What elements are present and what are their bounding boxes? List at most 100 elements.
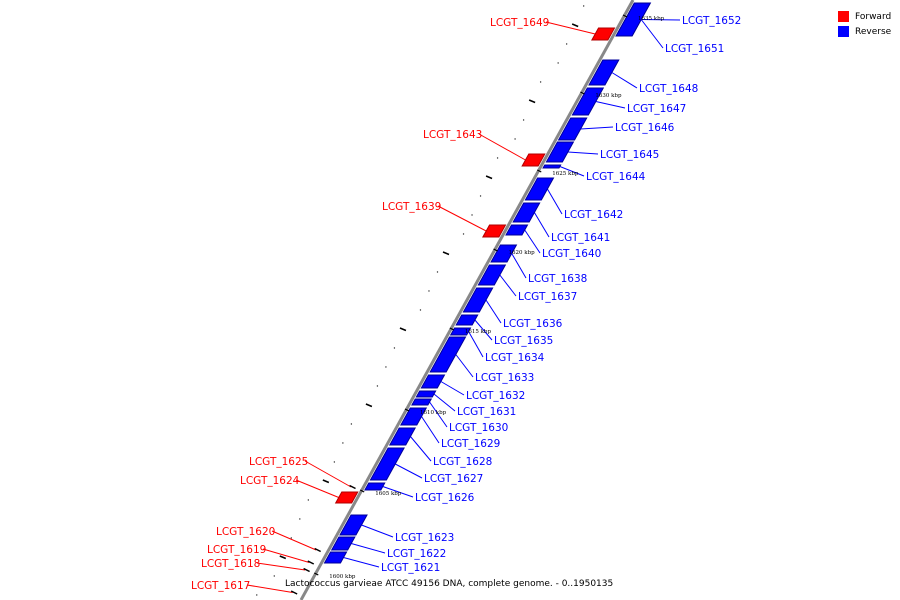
gene-block-lcgt_1619[interactable] bbox=[307, 560, 315, 565]
gene-block-lcgt_1647[interactable] bbox=[571, 87, 605, 116]
gene-label-lcgt_1641[interactable]: LCGT_1641 bbox=[551, 232, 610, 244]
leader-line-lcgt_1626 bbox=[382, 486, 414, 498]
gene-label-lcgt_1632[interactable]: LCGT_1632 bbox=[466, 390, 525, 402]
gene-block-lcgt_1621[interactable] bbox=[323, 551, 348, 564]
scale-tick-label: 1620 kbp bbox=[509, 250, 536, 256]
leader-line-lcgt_1618 bbox=[256, 562, 306, 571]
gene-block-lcgt_1638[interactable] bbox=[490, 244, 518, 263]
strand-legend: Forward Reverse bbox=[838, 9, 891, 39]
gene-block-lcgt_1618[interactable] bbox=[303, 567, 310, 573]
gene-block-lcgt_1648[interactable] bbox=[588, 59, 620, 86]
leader-line-lcgt_1644 bbox=[559, 166, 585, 177]
gene-block-lcgt_1620[interactable] bbox=[314, 547, 322, 553]
gene-block-lcgt_1637[interactable] bbox=[477, 264, 507, 286]
gene-label-lcgt_1642[interactable]: LCGT_1642 bbox=[564, 209, 623, 221]
gene-block-lcgt_1636[interactable] bbox=[462, 287, 494, 313]
gene-label-lcgt_1617[interactable]: LCGT_1617 bbox=[191, 580, 250, 592]
gene-block-lcgt_1625[interactable] bbox=[349, 484, 356, 490]
gene-block-lcgt_1634[interactable] bbox=[449, 327, 472, 336]
gene-label-lcgt_1648[interactable]: LCGT_1648 bbox=[639, 83, 698, 95]
gene-block-lcgt_1629[interactable] bbox=[399, 407, 428, 426]
gene-label-lcgt_1624[interactable]: LCGT_1624 bbox=[240, 475, 300, 487]
gene-block-lcgt_1639[interactable] bbox=[482, 224, 507, 238]
leader-line-lcgt_1635 bbox=[474, 319, 493, 341]
leader-line-lcgt_1637 bbox=[499, 274, 517, 297]
trail-mark bbox=[514, 138, 516, 140]
gene-block-lcgt_1622[interactable] bbox=[330, 536, 356, 551]
scale-tick-mark bbox=[580, 91, 585, 95]
gene-label-lcgt_1628[interactable]: LCGT_1628 bbox=[433, 456, 492, 468]
gene-label-lcgt_1640[interactable]: LCGT_1640 bbox=[542, 248, 601, 260]
trail-mark bbox=[307, 499, 310, 501]
gene-block-lcgt_1632[interactable] bbox=[420, 374, 446, 389]
gene-label-lcgt_1627[interactable]: LCGT_1627 bbox=[424, 473, 483, 485]
leader-line-lcgt_1642 bbox=[546, 188, 563, 215]
gene-label-lcgt_1635[interactable]: LCGT_1635 bbox=[494, 335, 553, 347]
gene-label-lcgt_1652[interactable]: LCGT_1652 bbox=[682, 15, 741, 27]
trail-mark bbox=[462, 233, 465, 235]
gene-block-lcgt_1645[interactable] bbox=[545, 141, 575, 163]
gene-block-lcgt_1642[interactable] bbox=[524, 177, 555, 201]
trail-mark bbox=[365, 403, 373, 408]
gene-block-lcgt_1644[interactable] bbox=[542, 164, 562, 169]
legend-reverse: Reverse bbox=[838, 24, 891, 39]
gene-label-lcgt_1643[interactable]: LCGT_1643 bbox=[423, 129, 482, 141]
scale-tick-label: 1625 kbp bbox=[552, 171, 579, 177]
trail-mark bbox=[428, 290, 430, 292]
gene-block-lcgt_1646[interactable] bbox=[557, 117, 588, 141]
gene-block-lcgt_1641[interactable] bbox=[512, 202, 541, 223]
leader-line-lcgt_1629 bbox=[421, 416, 440, 444]
gene-label-lcgt_1644[interactable]: LCGT_1644 bbox=[586, 171, 646, 183]
gene-block-lcgt_1643[interactable] bbox=[521, 153, 546, 167]
trail-mark bbox=[299, 518, 301, 520]
gene-label-lcgt_1651[interactable]: LCGT_1651 bbox=[665, 43, 724, 55]
gene-block-lcgt_1631[interactable] bbox=[415, 390, 437, 398]
gene-label-lcgt_1618[interactable]: LCGT_1618 bbox=[201, 558, 260, 570]
gene-label-lcgt_1638[interactable]: LCGT_1638 bbox=[528, 273, 587, 285]
trail-mark bbox=[350, 423, 353, 425]
gene-labels-layer: LCGT_1652 LCGT_1651 LCGT_1649 LCGT_1648 LCGT… bbox=[191, 15, 741, 592]
gene-blocks-layer bbox=[290, 2, 652, 595]
gene-block-lcgt_1628[interactable] bbox=[388, 427, 417, 446]
gene-label-lcgt_1645[interactable]: LCGT_1645 bbox=[600, 149, 659, 161]
leader-line-lcgt_1633 bbox=[455, 354, 474, 378]
gene-label-lcgt_1633[interactable]: LCGT_1633 bbox=[475, 372, 534, 384]
gene-label-lcgt_1622[interactable]: LCGT_1622 bbox=[387, 548, 446, 560]
gene-label-lcgt_1621[interactable]: LCGT_1621 bbox=[381, 562, 440, 574]
gene-block-lcgt_1651[interactable] bbox=[615, 2, 652, 37]
gene-label-lcgt_1626[interactable]: LCGT_1626 bbox=[415, 492, 475, 504]
gene-label-lcgt_1649[interactable]: LCGT_1649 bbox=[490, 17, 549, 29]
gene-block-lcgt_1630[interactable] bbox=[411, 398, 433, 406]
gene-label-lcgt_1630[interactable]: LCGT_1630 bbox=[449, 422, 508, 434]
gene-label-lcgt_1623[interactable]: LCGT_1623 bbox=[395, 532, 454, 544]
gene-block-lcgt_1627[interactable] bbox=[369, 447, 405, 481]
gene-label-lcgt_1619[interactable]: LCGT_1619 bbox=[207, 544, 266, 556]
gene-label-lcgt_1637[interactable]: LCGT_1637 bbox=[518, 291, 577, 303]
gene-block-lcgt_1617[interactable] bbox=[290, 590, 298, 595]
gene-block-lcgt_1626[interactable] bbox=[364, 482, 386, 491]
trail-mark bbox=[385, 366, 387, 368]
gene-label-lcgt_1646[interactable]: LCGT_1646 bbox=[615, 122, 675, 134]
leader-line-lcgt_1623 bbox=[361, 524, 394, 538]
gene-label-lcgt_1634[interactable]: LCGT_1634 bbox=[485, 352, 545, 364]
gene-block-lcgt_1633[interactable] bbox=[429, 336, 467, 373]
gene-block-lcgt_1649[interactable] bbox=[591, 27, 616, 41]
gene-label-lcgt_1636[interactable]: LCGT_1636 bbox=[503, 318, 563, 330]
leader-line-lcgt_1625 bbox=[304, 460, 352, 488]
scale-ticks-layer: 1635 kbp 1630 kbp 1625 kbp 1620 kbp 1615 kbp… bbox=[314, 14, 665, 580]
gene-block-lcgt_1640[interactable] bbox=[505, 224, 529, 236]
gene-block-lcgt_1623[interactable] bbox=[339, 514, 368, 536]
gene-label-lcgt_1625[interactable]: LCGT_1625 bbox=[249, 456, 308, 468]
gene-label-lcgt_1620[interactable]: LCGT_1620 bbox=[216, 526, 275, 538]
gene-block-lcgt_1624[interactable] bbox=[334, 491, 359, 504]
scale-tick-label: 1605 kbp bbox=[375, 491, 402, 497]
gene-label-lcgt_1631[interactable]: LCGT_1631 bbox=[457, 406, 516, 418]
gene-block-lcgt_1635[interactable] bbox=[455, 314, 479, 326]
scale-tick-mark bbox=[449, 327, 455, 331]
scale-tick-label: 1635 kbp bbox=[638, 16, 665, 22]
trail-mark bbox=[256, 594, 258, 596]
trail-mark bbox=[528, 99, 536, 104]
gene-label-lcgt_1629[interactable]: LCGT_1629 bbox=[441, 438, 500, 450]
gene-label-lcgt_1647[interactable]: LCGT_1647 bbox=[627, 103, 686, 115]
gene-label-lcgt_1639[interactable]: LCGT_1639 bbox=[382, 201, 441, 213]
